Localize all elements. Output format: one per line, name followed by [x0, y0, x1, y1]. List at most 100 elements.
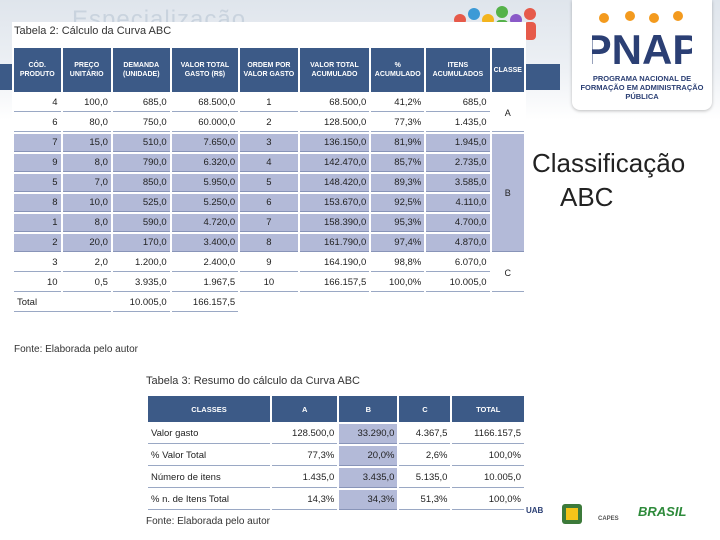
resumo-abc-table: CLASSES A B C TOTAL Valor gasto 128.500,0… — [146, 394, 526, 512]
summary-cell-label: % Valor Total — [148, 446, 270, 466]
table-row: 5 7,0 850,0 5.950,0 5 148.420,0 89,3% 3.585,0 — [14, 174, 524, 192]
class-c-cell: C — [491, 254, 524, 292]
table-row: 7 15,0 510,0 7.650,0 3 136.150,0 81,9% 1.945,0 B — [14, 134, 524, 252]
summary-cell-b: 3.435,0 — [339, 468, 398, 488]
table-row: 9 8,0 790,0 6.320,0 4 142.470,0 85,7% 2.735,0 — [14, 154, 524, 172]
cell-valor: 5.250,0 — [171, 194, 239, 212]
table3-panel: Tabela 3: Resumo do cálculo da Curva ABC… — [146, 372, 526, 532]
cell-acumulado: 153.670,0 — [299, 194, 370, 212]
cell-cod: 3 — [14, 254, 61, 272]
summary-cell-label: Número de itens — [148, 468, 270, 488]
cell-demanda: 790,0 — [112, 154, 170, 172]
cell-preco: 8,0 — [62, 214, 111, 232]
cell-demanda: 525,0 — [112, 194, 170, 212]
cell-preco: 2,0 — [62, 254, 111, 272]
cell-pct: 97,4% — [371, 234, 425, 252]
logo-wordmark: PNAP — [592, 26, 692, 72]
slide-title-line1: Classificação — [532, 148, 686, 178]
cell-itens: 4.700,0 — [426, 214, 490, 232]
summary-cell-total: 100,0% — [452, 490, 524, 510]
total-valor: 166.157,5 — [171, 294, 239, 312]
table3-caption: Tabela 3: Resumo do cálculo da Curva ABC — [146, 375, 361, 387]
class-a-cell: A — [491, 94, 524, 132]
cell-acumulado: 68.500,0 — [299, 94, 370, 112]
cell-cod: 6 — [14, 114, 61, 132]
cell-valor: 60.000,0 — [171, 114, 239, 132]
cell-demanda: 685,0 — [112, 94, 170, 112]
header-itens: ITENS ACUMULADOS — [426, 48, 490, 92]
cell-valor: 5.950,0 — [171, 174, 239, 192]
cell-valor: 3.400,0 — [171, 234, 239, 252]
cell-cod: 7 — [14, 134, 61, 152]
cell-ordem: 5 — [240, 174, 298, 192]
total-demanda: 10.005,0 — [112, 294, 170, 312]
summary-cell-c: 5.135,0 — [399, 468, 451, 488]
table-row: 3 2,0 1.200,0 2.400,0 9 164.190,0 98,8% 6.070,0… — [14, 254, 524, 292]
cell-acumulado: 164.190,0 — [299, 254, 370, 272]
cell-acumulado: 158.390,0 — [299, 214, 370, 232]
total-label: Total — [14, 294, 111, 312]
summary-cell-label: Valor gasto — [148, 424, 270, 444]
cell-cod: 2 — [14, 234, 61, 252]
cell-pct: 85,7% — [371, 154, 425, 172]
footer-logos: UAB CAPES BRASIL — [520, 498, 720, 534]
cell-demanda: 850,0 — [112, 174, 170, 192]
cell-cod: 1 — [14, 214, 61, 232]
summary-cell-a: 14,3% — [272, 490, 338, 510]
cell-cod: 10 — [14, 274, 61, 292]
logo-subtitle: PROGRAMA NACIONAL DE FORMAÇÃO EM ADMINIS… — [580, 74, 704, 101]
summary-cell-total: 10.005,0 — [452, 468, 524, 488]
cell-valor: 7.650,0 — [171, 134, 239, 152]
cell-pct: 41,2% — [371, 94, 425, 112]
uab-logo: UAB — [526, 506, 544, 515]
t3-header-classes: CLASSES — [148, 396, 270, 422]
table-row: 8 10,0 525,0 5.250,0 6 153.670,0 92,5% 4.110,0 — [14, 194, 524, 212]
table2-panel: Tabela 2: Cálculo da Curva ABC CÓD. PROD… — [12, 22, 526, 355]
cell-acumulado: 128.500,0 — [299, 114, 370, 132]
cell-itens: 1.945,0 — [426, 134, 490, 152]
cell-ordem: 9 — [240, 254, 298, 272]
cell-pct: 98,8% — [371, 254, 425, 272]
cell-cod: 9 — [14, 154, 61, 172]
class-b-cell: B — [491, 134, 524, 252]
cell-demanda: 3.935,0 — [112, 274, 170, 292]
cell-preco: 7,0 — [62, 174, 111, 192]
cell-ordem: 7 — [240, 214, 298, 232]
cell-ordem: 2 — [240, 114, 298, 132]
table-row: 2 20,0 170,0 3.400,0 8 161.790,0 97,4% 4.870,0 — [14, 234, 524, 252]
cell-demanda: 750,0 — [112, 114, 170, 132]
cell-itens: 1.435,0 — [426, 114, 490, 132]
slide-title-line2: ABC — [560, 182, 614, 212]
pnap-wordmark-icon: PNAP — [592, 11, 692, 72]
cell-valor: 2.400,0 — [171, 254, 239, 272]
cell-cod: 8 — [14, 194, 61, 212]
cell-acumulado: 142.470,0 — [299, 154, 370, 172]
pnap-logo: PNAP PROGRAMA NACIONAL DE FORMAÇÃO EM AD… — [572, 0, 712, 110]
cell-ordem: 1 — [240, 94, 298, 112]
summary-cell-a: 77,3% — [272, 446, 338, 466]
table2-source: Fonte: Elaborada pelo autor — [14, 344, 138, 355]
header-pct: % ACUMULADO — [371, 48, 425, 92]
cell-itens: 2.735,0 — [426, 154, 490, 172]
cell-preco: 8,0 — [62, 154, 111, 172]
cell-ordem: 6 — [240, 194, 298, 212]
summary-cell-c: 51,3% — [399, 490, 451, 510]
cell-pct: 89,3% — [371, 174, 425, 192]
t3-header-a: A — [272, 396, 338, 422]
table3-source: Fonte: Elaborada pelo autor — [146, 516, 270, 527]
cell-itens: 4.870,0 — [426, 234, 490, 252]
header-classe: CLASSE — [491, 48, 524, 92]
cell-demanda: 590,0 — [112, 214, 170, 232]
summary-cell-c: 4.367,5 — [399, 424, 451, 444]
cell-ordem: 8 — [240, 234, 298, 252]
header-ordem: ORDEM POR VALOR GASTO — [240, 48, 298, 92]
capes-logo: CAPES — [598, 516, 619, 522]
cell-valor: 4.720,0 — [171, 214, 239, 232]
cell-acumulado: 136.150,0 — [299, 134, 370, 152]
t3-header-total: TOTAL — [452, 396, 524, 422]
capes-emblem-icon — [562, 504, 582, 524]
summary-cell-a: 128.500,0 — [272, 424, 338, 444]
t3-header-c: C — [399, 396, 451, 422]
table2-header-row: CÓD. PRODUTO PREÇO UNITÁRIO DEMANDA (UNI… — [14, 48, 524, 92]
summary-cell-b: 33.290,0 — [339, 424, 398, 444]
